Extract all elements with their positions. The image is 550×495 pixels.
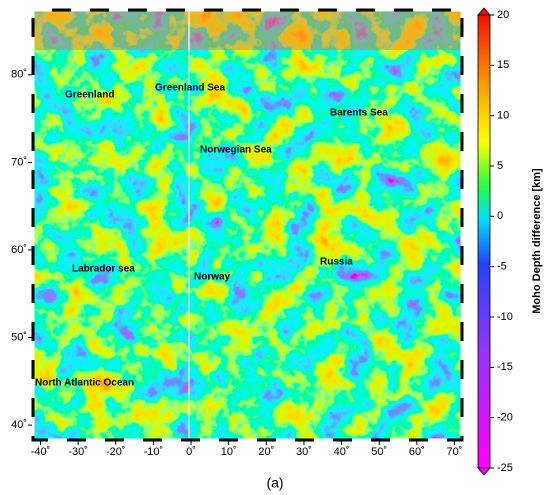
arctic-band <box>33 10 462 50</box>
moho-field <box>33 10 462 440</box>
y-tick-label: 40˚ <box>11 419 27 431</box>
y-tick-label: 80˚ <box>11 69 27 81</box>
colorbar-tick-label: 0 <box>497 210 503 222</box>
x-tick-label: 20˚ <box>258 446 274 458</box>
region-label: Norwegian Sea <box>200 145 272 156</box>
region-label: Labrador sea <box>72 264 135 275</box>
x-tick-label: 40˚ <box>334 446 350 458</box>
colorbar-tick-label: -25 <box>497 462 513 474</box>
region-label: Greenland Sea <box>155 83 225 94</box>
x-tick-label: 70˚ <box>447 446 463 458</box>
colorbar-tick-label: 10 <box>497 110 509 122</box>
x-tick-label: 10˚ <box>221 446 237 458</box>
x-tick-label: 30˚ <box>296 446 312 458</box>
colorbar-tick-label: -20 <box>497 412 513 424</box>
y-tick-label: 50˚ <box>11 331 27 343</box>
region-label: North Atlantic Ocean <box>35 378 134 389</box>
colorbar-tick-label: -15 <box>497 361 513 373</box>
x-tick-label: 0˚ <box>186 446 196 458</box>
x-tick-label: 60˚ <box>409 446 425 458</box>
colorbar-label: Moho Depth difference [km] <box>531 168 543 314</box>
colorbar-tick-label: -5 <box>497 261 507 273</box>
colorbar-max-arrow <box>477 7 491 16</box>
region-label: Barents Sea <box>330 108 388 119</box>
region-label: Norway <box>194 272 231 283</box>
colorbar-min-arrow <box>477 467 491 476</box>
x-tick-label: -10˚ <box>144 446 164 458</box>
colorbar-tick-label: -10 <box>497 311 513 323</box>
colorbar-tick-label: 20 <box>497 9 509 21</box>
region-label: Greenland <box>65 90 114 101</box>
colorbar-tick-label: 15 <box>497 59 509 71</box>
x-tick-label: -20˚ <box>106 446 126 458</box>
y-tick-label: 70˚ <box>11 156 27 168</box>
x-tick-label: -40˚ <box>31 446 51 458</box>
y-tick-label: 60˚ <box>11 244 27 256</box>
x-tick-label: -30˚ <box>68 446 88 458</box>
caption: (a) <box>266 475 283 491</box>
region-label: Russia <box>320 257 353 268</box>
colorbar <box>477 14 491 469</box>
colorbar-tick-label: 5 <box>497 160 503 172</box>
x-tick-label: 50˚ <box>371 446 387 458</box>
frame-dashes <box>31 8 464 442</box>
